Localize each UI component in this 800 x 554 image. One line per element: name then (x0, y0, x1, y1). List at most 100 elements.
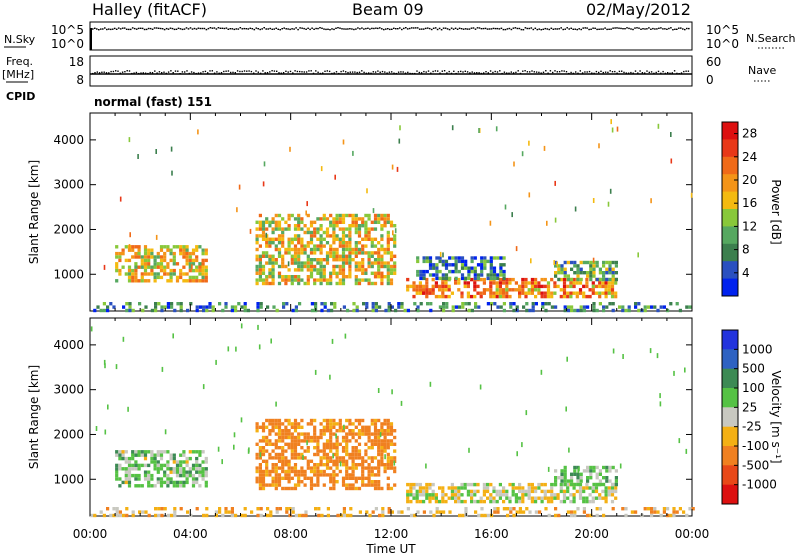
heat-cell (562, 493, 567, 497)
nave-point (181, 71, 184, 73)
nsky-point (211, 27, 214, 29)
nave-point (115, 70, 117, 72)
heat-cell (579, 305, 583, 309)
heat-cell (263, 161, 266, 167)
heat-cell (259, 513, 263, 518)
nsky-point (532, 28, 535, 31)
heat-cell (470, 499, 474, 504)
heat-cell (297, 432, 301, 436)
heat-cell (361, 268, 365, 272)
heat-cell (377, 241, 381, 245)
heat-cell (335, 247, 339, 252)
heat-cell (240, 417, 243, 423)
heat-cell (118, 453, 122, 457)
nsky-point (570, 27, 572, 29)
heat-cell (515, 308, 519, 313)
heat-cell (159, 245, 164, 249)
heat-cell (271, 418, 275, 423)
heat-cell (389, 432, 394, 436)
heat-cell (258, 244, 262, 248)
heat-cell (345, 439, 349, 443)
heat-cell (115, 467, 119, 471)
heat-cell (521, 277, 525, 282)
heat-cell (185, 470, 189, 474)
heat-cell (460, 256, 465, 260)
heat-cell (662, 510, 666, 514)
heat-cell (589, 271, 593, 275)
heat-cell (300, 217, 304, 221)
heat-cell (271, 480, 275, 484)
nave-point (522, 70, 524, 72)
nsky-point (301, 27, 303, 29)
heat-cell (373, 442, 378, 446)
heat-cell (332, 251, 336, 255)
heat-cell (281, 486, 285, 491)
heat-cell (300, 244, 304, 248)
heat-cell (335, 224, 339, 228)
heat-cell (377, 439, 381, 443)
heat-cell (112, 507, 116, 511)
heat-cell (346, 308, 350, 313)
heat-cell (156, 262, 160, 266)
heat-cell (345, 435, 349, 440)
heat-cell (281, 456, 285, 460)
heat-cell (574, 206, 577, 212)
heat-cell (322, 264, 326, 269)
heat-cell (666, 513, 670, 518)
heat-cell (383, 224, 387, 228)
heat-cell (281, 241, 285, 245)
heat-cell (435, 256, 439, 260)
nave-point (356, 71, 358, 74)
nave-point (241, 70, 243, 73)
heat-cell (383, 432, 387, 436)
nsky-point (241, 28, 244, 30)
heat-cell (386, 463, 390, 467)
heat-cell (563, 472, 567, 476)
nave-point (561, 70, 563, 72)
heat-cell (457, 288, 461, 292)
nsky-point (504, 28, 507, 31)
nsky-point (243, 27, 246, 30)
heat-cell (607, 281, 611, 285)
heat-cell (511, 288, 515, 292)
nave-point (315, 70, 317, 72)
heat-cell (489, 482, 493, 487)
heat-cell (271, 220, 275, 224)
heat-cell (499, 273, 503, 277)
heat-cell (380, 281, 384, 286)
heat-cell (354, 244, 358, 248)
nsky-point (648, 27, 650, 29)
heat-cell (563, 308, 567, 313)
heat-cell (274, 432, 278, 436)
nsky-point (139, 27, 142, 29)
heat-cell (329, 220, 333, 224)
heat-cell (566, 308, 570, 313)
heat-cell (422, 284, 426, 289)
heat-cell (365, 302, 369, 306)
heat-cell (425, 277, 429, 282)
heat-cell (389, 463, 394, 467)
heat-cell (284, 486, 288, 491)
heat-cell (563, 469, 567, 473)
heat-cell (470, 496, 474, 500)
heat-cell (157, 513, 161, 518)
nsky-point (444, 27, 447, 29)
heat-cell (666, 308, 670, 313)
nave-point (338, 72, 340, 75)
heat-cell (106, 308, 110, 313)
heat-cell (255, 422, 259, 426)
heat-cell (284, 442, 288, 446)
heat-cell (150, 308, 154, 313)
heat-cell (159, 265, 164, 269)
colorbar-band (722, 465, 738, 486)
heat-cell (300, 439, 304, 443)
nave-point (535, 71, 538, 73)
heat-cell (428, 288, 432, 292)
nsky-point (576, 28, 578, 31)
heat-cell (341, 264, 346, 269)
heat-cell (118, 510, 122, 514)
heat-cell (303, 469, 307, 474)
heat-cell (115, 510, 119, 514)
heat-cell (338, 237, 342, 241)
heat-cell (124, 467, 128, 471)
